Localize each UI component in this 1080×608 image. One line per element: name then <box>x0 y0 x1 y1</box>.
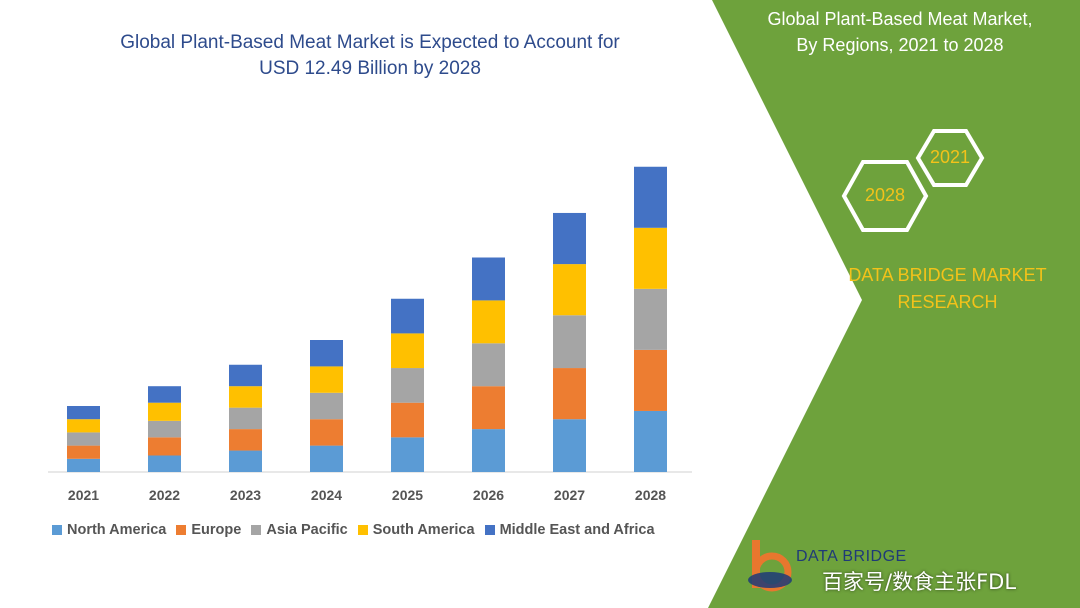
x-tick-label: 2024 <box>311 487 342 503</box>
bar-2025-south-america <box>391 333 424 369</box>
x-tick-label: 2025 <box>392 487 423 503</box>
chart-title: Global Plant-Based Meat Market is Expect… <box>60 30 680 82</box>
legend-item: Middle East and Africa <box>484 522 655 538</box>
chart-title-line1: Global Plant-Based Meat Market is Expect… <box>120 32 620 53</box>
bar-2027-asia-pacific <box>553 315 586 369</box>
x-tick-label: 2023 <box>230 487 261 503</box>
badge-2021-label: 2021 <box>929 147 971 167</box>
side-title-line2: By Regions, 2021 to 2028 <box>796 35 1004 55</box>
legend-swatch <box>176 525 187 535</box>
legend-item: South America <box>357 522 475 538</box>
bar-2022-south-america <box>148 402 181 421</box>
bar-2023-europe <box>229 429 262 451</box>
bar-2028-south-america <box>634 227 667 289</box>
bar-2023-middle-east-and-africa <box>229 364 262 387</box>
legend-swatch <box>357 525 368 535</box>
bar-2024-asia-pacific <box>310 392 343 420</box>
x-tick-label: 2026 <box>473 487 504 503</box>
bar-2021-north-america <box>67 458 100 472</box>
legend-label: Asia Pacific <box>266 522 348 538</box>
badge-2028-label: 2028 <box>864 185 906 205</box>
data-bridge-logo-icon <box>748 540 792 592</box>
side-panel <box>708 0 1080 608</box>
x-tick-label: 2027 <box>554 487 585 503</box>
bar-2026-asia-pacific <box>472 343 505 387</box>
x-tick-label: 2028 <box>635 487 666 503</box>
hex-badge-2021 <box>915 129 985 187</box>
bar-2021-south-america <box>67 419 100 433</box>
legend-label: South America <box>372 522 475 538</box>
bar-2025-middle-east-and-africa <box>391 298 424 334</box>
bar-2025-north-america <box>391 437 424 472</box>
brand-name: DATA BRIDGE MARKET RESEARCH <box>820 262 1075 316</box>
bar-2022-asia-pacific <box>148 420 181 438</box>
bar-2026-north-america <box>472 429 505 472</box>
legend-swatch <box>52 525 62 535</box>
bar-2027-middle-east-and-africa <box>553 212 586 265</box>
bar-2022-middle-east-and-africa <box>148 386 181 403</box>
bar-2023-asia-pacific <box>229 407 262 430</box>
bar-2026-middle-east-and-africa <box>472 257 505 301</box>
bar-2021-europe <box>67 445 100 459</box>
chart-legend: North America Europe Asia Pacific South Ame… <box>52 520 665 540</box>
bar-2023-north-america <box>229 450 262 472</box>
brand-line2: RESEARCH <box>897 292 998 312</box>
bar-2024-north-america <box>310 445 343 472</box>
x-tick-label: 2022 <box>149 487 180 503</box>
bar-2028-europe <box>634 349 667 411</box>
x-tick-label: 2021 <box>68 487 99 503</box>
legend-item: North America <box>52 522 166 538</box>
brand-line1: DATA BRIDGE MARKET <box>848 265 1047 285</box>
legend-swatch <box>251 525 262 535</box>
bar-2024-middle-east-and-africa <box>310 340 343 367</box>
bar-2025-europe <box>391 402 424 438</box>
bar-2027-north-america <box>553 419 586 472</box>
bar-2028-north-america <box>634 410 667 472</box>
bar-2024-south-america <box>310 366 343 393</box>
bar-2022-europe <box>148 437 181 456</box>
bar-2027-europe <box>553 368 586 420</box>
legend-label: North America <box>67 522 167 538</box>
bar-2023-south-america <box>229 386 262 408</box>
bar-2026-south-america <box>472 300 505 344</box>
bar-2027-south-america <box>553 264 586 316</box>
legend-swatch <box>484 525 495 535</box>
logo-text: DATA BRIDGE <box>796 548 907 565</box>
legend-item: Asia Pacific <box>251 522 348 538</box>
side-title: Global Plant-Based Meat Market, By Regio… <box>725 6 1075 58</box>
side-title-line1: Global Plant-Based Meat Market, <box>767 9 1033 29</box>
legend-label: Middle East and Africa <box>499 522 655 538</box>
bar-2026-europe <box>472 386 505 430</box>
watermark-text: 百家号/数食主张FDL <box>822 570 1017 594</box>
legend-item: Europe <box>176 522 241 538</box>
bar-2021-middle-east-and-africa <box>67 406 100 420</box>
bar-2021-asia-pacific <box>67 432 100 446</box>
bar-2025-asia-pacific <box>391 368 424 403</box>
bar-2022-north-america <box>148 455 181 472</box>
hex-badge-2028 <box>841 160 929 232</box>
bar-2028-asia-pacific <box>634 288 667 350</box>
chart-title-line2: USD 12.49 Billion by 2028 <box>259 58 481 79</box>
bar-2024-europe <box>310 419 343 446</box>
legend-label: Europe <box>191 522 242 538</box>
bar-2028-middle-east-and-africa <box>634 166 667 228</box>
